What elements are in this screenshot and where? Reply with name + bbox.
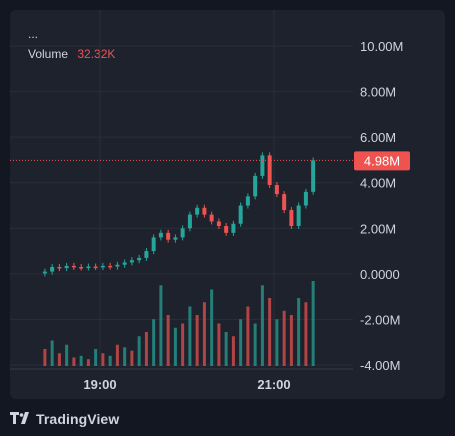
legend-menu-button[interactable]: ... (28, 27, 39, 41)
volume-bar (217, 323, 221, 366)
volume-bar (195, 315, 199, 366)
candle (71, 265, 76, 268)
volume-bar (231, 336, 235, 366)
volume-bar (224, 332, 228, 366)
volume-bar (181, 323, 185, 366)
candle (180, 228, 185, 238)
volume-bar (246, 306, 250, 366)
volume-bar (275, 319, 279, 366)
candle (216, 221, 221, 227)
tradingview-logo-icon (10, 412, 29, 424)
candle (260, 155, 265, 176)
volume-bar (166, 315, 170, 366)
candle (224, 226, 229, 233)
last-price-label: 4.98M (364, 153, 400, 168)
volume-value: 32.32K (77, 47, 116, 61)
volume-bar (159, 285, 163, 366)
volume-bar (152, 319, 156, 366)
volume-bar (94, 349, 98, 366)
candle (209, 214, 214, 222)
volume-bar (72, 357, 76, 366)
candle (274, 184, 279, 195)
volume-bar (115, 344, 119, 366)
volume-bar (137, 336, 141, 366)
volume-bar (260, 285, 264, 366)
candle (151, 237, 156, 252)
volume-bar (86, 359, 90, 366)
candle (173, 237, 178, 240)
candle (122, 262, 127, 265)
y-tick-label: 10.00M (360, 39, 403, 54)
candle (311, 160, 316, 192)
candle (42, 271, 47, 274)
candle (296, 205, 301, 227)
volume-bar (289, 315, 293, 366)
candle (144, 251, 149, 258)
candle (282, 194, 287, 211)
volume-bar (239, 319, 243, 366)
volume-bar (282, 310, 286, 366)
candle (50, 267, 55, 272)
y-tick-label: 2.00M (360, 221, 396, 236)
volume-bar (304, 302, 308, 366)
candle (86, 266, 91, 269)
volume-bar (210, 289, 214, 366)
y-tick-label: -2.00M (360, 312, 400, 327)
volume-bar (43, 349, 47, 366)
candle (64, 265, 69, 269)
volume-bar (268, 298, 272, 366)
x-tick-label: 19:00 (83, 377, 116, 392)
volume-bar (173, 327, 177, 366)
volume-bar (50, 340, 54, 366)
candle (187, 214, 192, 229)
candle (100, 265, 105, 268)
volume-label: Volume (28, 47, 69, 61)
candle (231, 223, 236, 233)
candle (158, 232, 163, 238)
volume-bar (101, 353, 105, 366)
candle (195, 207, 200, 215)
candle (108, 265, 113, 268)
volume-bar (123, 347, 127, 366)
volume-bar (253, 323, 257, 366)
volume-bar (144, 332, 148, 366)
candle (129, 260, 134, 263)
volume-bar (79, 355, 83, 366)
chart-panel[interactable]: ... Volume 32.32K 10.00M 8.00M 6.00M 4.00M 2… (10, 10, 445, 399)
footer: TradingView (10, 408, 119, 430)
volume-bar (188, 306, 192, 366)
volume-bar (130, 350, 134, 366)
x-tick-label: 21:00 (257, 377, 290, 392)
candle (79, 267, 84, 269)
candle (238, 205, 243, 224)
y-tick-label: -4.00M (360, 358, 400, 373)
y-tick-label: 6.00M (360, 130, 396, 145)
candle (137, 257, 142, 261)
price-chart[interactable]: 10.00M 8.00M 6.00M 4.00M 2.00M 0.0000 -2.00M -4… (10, 10, 445, 399)
volume-legend: Volume 32.32K (28, 47, 115, 61)
candle (202, 207, 207, 215)
volume-bar (202, 302, 206, 366)
candle (166, 232, 171, 240)
candle (57, 267, 62, 269)
last-price-badge (354, 151, 410, 171)
candle (267, 155, 272, 185)
candle (289, 210, 294, 227)
candle (115, 264, 120, 267)
volume-bar (57, 353, 61, 366)
y-tick-label: 0.0000 (360, 267, 400, 282)
candle (253, 175, 258, 197)
volume-bar (311, 281, 315, 366)
y-tick-label: 4.00M (360, 176, 396, 191)
volume-bar (65, 344, 69, 366)
volume-bar (297, 298, 301, 366)
y-tick-label: 8.00M (360, 85, 396, 100)
candle (303, 191, 308, 206)
candle (93, 266, 98, 269)
candle (245, 196, 250, 206)
volume-bar (108, 355, 112, 366)
brand-name: TradingView (36, 411, 120, 427)
